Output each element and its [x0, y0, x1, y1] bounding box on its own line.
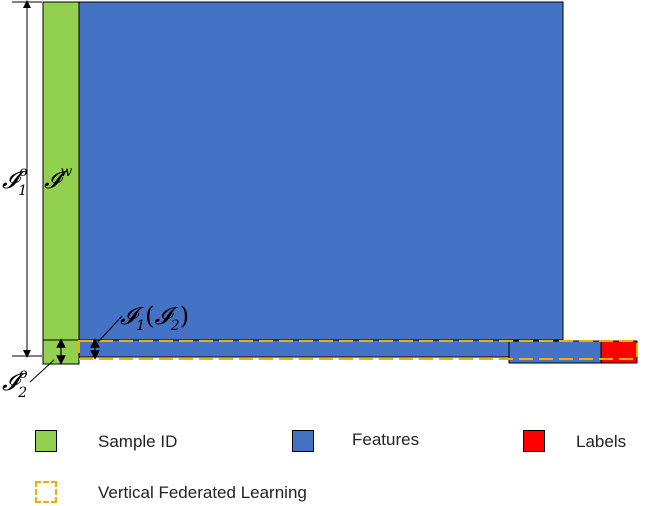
party-a-sample-id-column — [42, 1, 80, 341]
party-a-features-block — [78, 1, 564, 358]
legend-vfl-label: Vertical Federated Learning — [98, 483, 307, 502]
legend-labels-label: Labels — [576, 432, 627, 451]
legend-vfl-swatch — [35, 481, 57, 503]
legend-labels-swatch — [523, 430, 545, 452]
overlap-leader-line — [97, 315, 123, 343]
vfl-dashed-region — [78, 340, 638, 360]
legend-sample-id-label: Sample ID — [98, 432, 178, 451]
legend-features-label: Features — [352, 430, 420, 449]
legend-sample-id-swatch — [35, 430, 57, 452]
passive-leader-line — [29, 359, 55, 383]
passive-set-label: 𝓘2o — [2, 366, 28, 401]
legend-features-swatch — [292, 430, 314, 452]
full-set-label: 𝓘1o — [2, 164, 28, 199]
overlap-set-label: 𝓘1(𝓘2) — [120, 302, 189, 334]
